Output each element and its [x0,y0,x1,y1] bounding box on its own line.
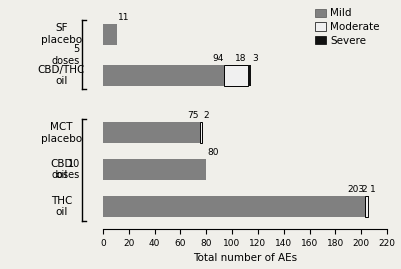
Text: 80: 80 [207,148,219,157]
Text: 10
doses: 10 doses [51,159,80,180]
Bar [368,196,369,217]
Legend: Mild, Moderate, Severe: Mild, Moderate, Severe [312,6,382,48]
Bar [103,159,206,180]
Text: 203: 203 [347,185,365,194]
Text: 94: 94 [212,54,224,63]
Bar [103,122,200,143]
Bar [103,65,224,86]
Text: 18: 18 [235,54,247,63]
Text: 2: 2 [203,111,209,120]
Text: 11: 11 [118,13,130,22]
Bar [247,65,251,86]
Text: 5
doses: 5 doses [51,44,80,66]
Bar [224,65,247,86]
Bar [103,24,117,45]
Bar [103,196,365,217]
Text: 1: 1 [369,185,375,194]
Text: 2: 2 [361,185,367,194]
Text: 3: 3 [252,54,258,63]
Text: 75: 75 [188,111,199,120]
Bar [365,196,368,217]
Bar [200,122,203,143]
X-axis label: Total number of AEs: Total number of AEs [193,253,297,263]
